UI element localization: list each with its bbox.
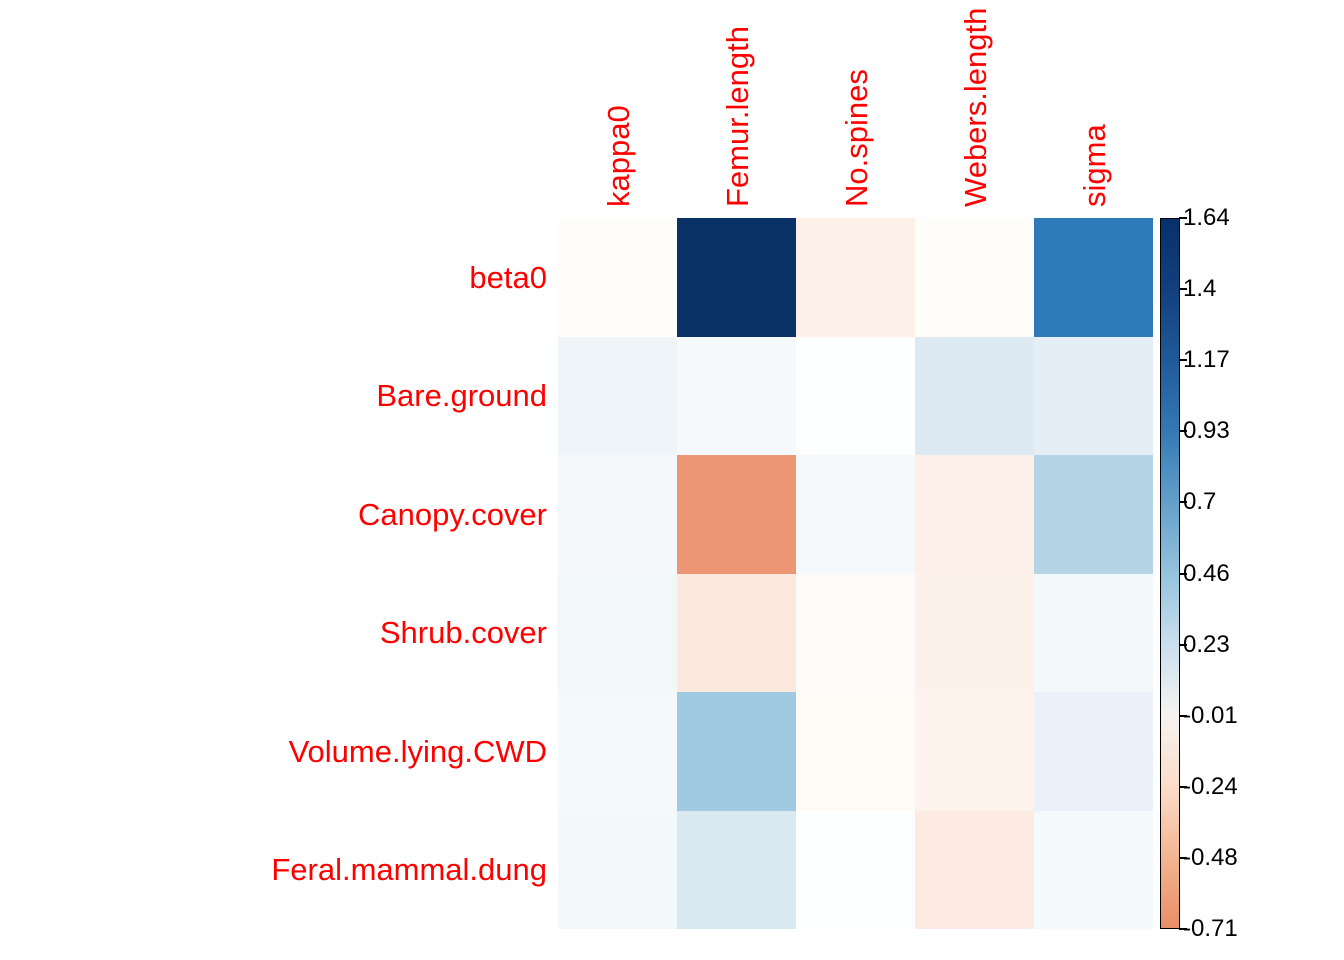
colorbar-tick	[1179, 714, 1187, 717]
heatmap-cell	[1034, 455, 1153, 574]
heatmap-cell	[677, 810, 796, 929]
row-label: Canopy.cover	[358, 496, 547, 532]
heatmap-cell	[1034, 336, 1153, 455]
heatmap-cell	[558, 218, 677, 337]
heatmap-cell	[677, 455, 796, 574]
heatmap-cell	[677, 692, 796, 811]
heatmap-cell	[915, 692, 1034, 811]
colorbar-tick-label: 0.23	[1183, 630, 1230, 658]
heatmap-cell	[677, 336, 796, 455]
colorbar-tick	[1179, 501, 1187, 504]
heatmap-cell	[558, 455, 677, 574]
column-label: kappa0	[600, 105, 636, 207]
heatmap-cell	[915, 455, 1034, 574]
colorbar-tick	[1179, 430, 1187, 433]
colorbar-tick-label: -0.48	[1183, 843, 1238, 871]
colorbar-tick	[1179, 643, 1187, 646]
colorbar-tick	[1179, 288, 1187, 291]
row-labels: beta0 Bare.ground Canopy.cover Shrub.cover V…	[0, 218, 547, 929]
heatmap-cell	[558, 692, 677, 811]
colorbar-tick-label: 1.64	[1183, 204, 1230, 231]
colorbar-tick-label: 0.7	[1183, 488, 1217, 516]
heatmap-cell	[1034, 218, 1153, 337]
colorbar-tick	[1179, 572, 1187, 575]
colorbar-tick	[1179, 217, 1187, 219]
colorbar-tick-label: -0.01	[1183, 701, 1238, 729]
colorbar-tick-label: -0.24	[1183, 772, 1238, 800]
row-label: Shrub.cover	[379, 615, 547, 651]
row-label: Volume.lying.CWD	[288, 733, 547, 769]
colorbar-tick-label: 0.46	[1183, 559, 1230, 587]
heatmap-cell	[915, 810, 1034, 929]
heatmap-cell	[677, 573, 796, 692]
heatmap-cell	[1034, 573, 1153, 692]
heatmap-cell	[796, 336, 915, 455]
heatmap-cell	[1034, 810, 1153, 929]
heatmap-cell	[915, 336, 1034, 455]
heatmap-cell	[558, 336, 677, 455]
row-label: beta0	[469, 259, 547, 295]
colorbar-tick	[1179, 856, 1187, 859]
column-label: sigma	[1076, 124, 1112, 207]
heatmap-cell	[677, 218, 796, 337]
heatmap-cell	[1034, 692, 1153, 811]
column-label: Webers.length	[957, 7, 993, 207]
heatmap-cell	[796, 810, 915, 929]
colorbar-tick-label: -0.71	[1183, 915, 1238, 942]
heatmap-cell	[915, 573, 1034, 692]
colorbar-tick	[1179, 359, 1187, 362]
heatmap-cell	[558, 810, 677, 929]
heatmap-cell	[796, 692, 915, 811]
column-label: Femur.length	[719, 26, 755, 207]
row-label: Bare.ground	[376, 378, 547, 414]
heatmap-cell	[915, 218, 1034, 337]
colorbar-tick	[1179, 928, 1187, 930]
row-label: Feral.mammal.dung	[271, 852, 547, 888]
colorbar-tick-label: 0.93	[1183, 417, 1230, 445]
heatmap-cell	[796, 218, 915, 337]
heatmap-grid	[558, 218, 1153, 929]
colorbar-tick	[1179, 785, 1187, 788]
colorbar	[1160, 218, 1180, 929]
heatmap-cell	[796, 573, 915, 692]
colorbar-tick-label: 1.4	[1183, 275, 1217, 303]
column-label: No.spines	[838, 69, 874, 207]
heatmap-cell	[796, 455, 915, 574]
heatmap-cell	[558, 573, 677, 692]
colorbar-tick-label: 1.17	[1183, 346, 1230, 374]
